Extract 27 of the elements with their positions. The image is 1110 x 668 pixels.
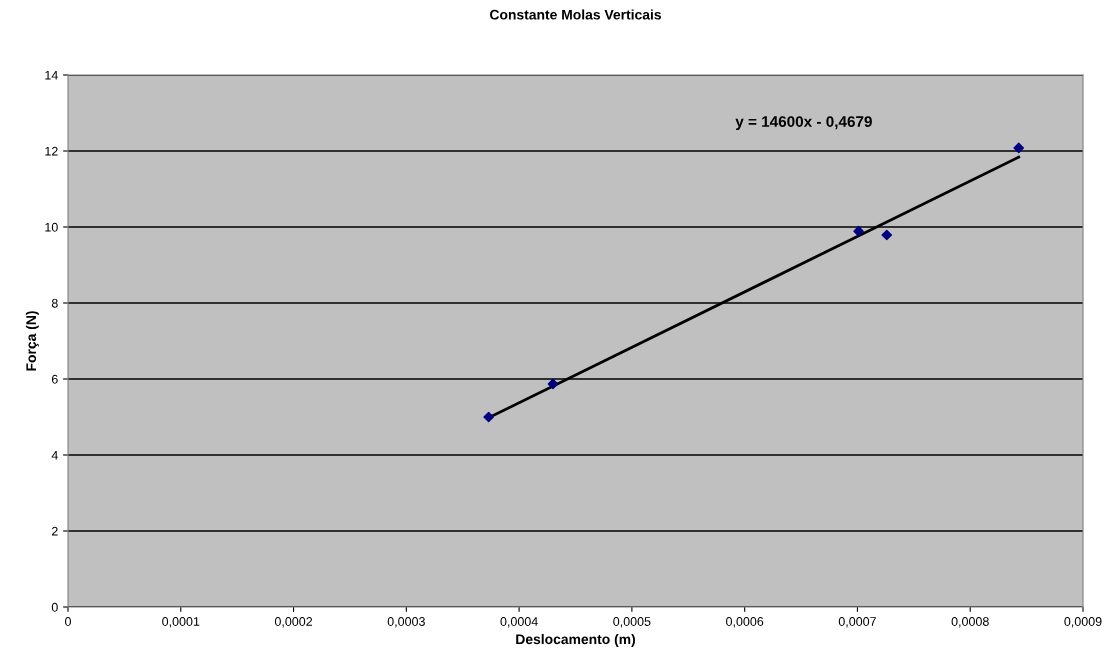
- y-tick-label: 10: [45, 222, 58, 232]
- x-tick-label: 0: [65, 617, 71, 626]
- y-tick-label: 4: [51, 450, 58, 460]
- x-tick-label: 0,0007: [838, 617, 876, 628]
- y-tick-label: 14: [45, 70, 58, 80]
- chart-title: Constante Molas Verticais: [490, 9, 661, 20]
- x-tick-label: 0,0004: [500, 617, 538, 628]
- y-axis-title: Força (N): [25, 311, 39, 371]
- y-tick-label: 2: [51, 526, 58, 536]
- point: [853, 225, 864, 237]
- x-tick-label: 0,0005: [613, 617, 651, 628]
- x-axis-title: Deslocamento (m): [516, 633, 636, 647]
- y-tick-label: 6: [51, 374, 58, 384]
- x-tick-label: 0,0001: [162, 617, 200, 628]
- point: [1013, 142, 1025, 154]
- point: [881, 229, 893, 241]
- y-tick-label: 12: [45, 146, 58, 156]
- x-tick-label: 0,0006: [726, 617, 764, 628]
- x-tick-label: 0,0009: [1064, 617, 1102, 628]
- x-tick-label: 0,0003: [387, 617, 425, 628]
- point: [547, 378, 559, 390]
- annotation: y = 14600x - 0,4679: [735, 116, 872, 130]
- y-tick-label: 8: [51, 298, 58, 308]
- point: [483, 411, 494, 423]
- x-tick-label: 0,0008: [951, 617, 989, 628]
- x-tick-label: 0,0002: [274, 617, 313, 628]
- y-tick-label: 0: [51, 602, 58, 612]
